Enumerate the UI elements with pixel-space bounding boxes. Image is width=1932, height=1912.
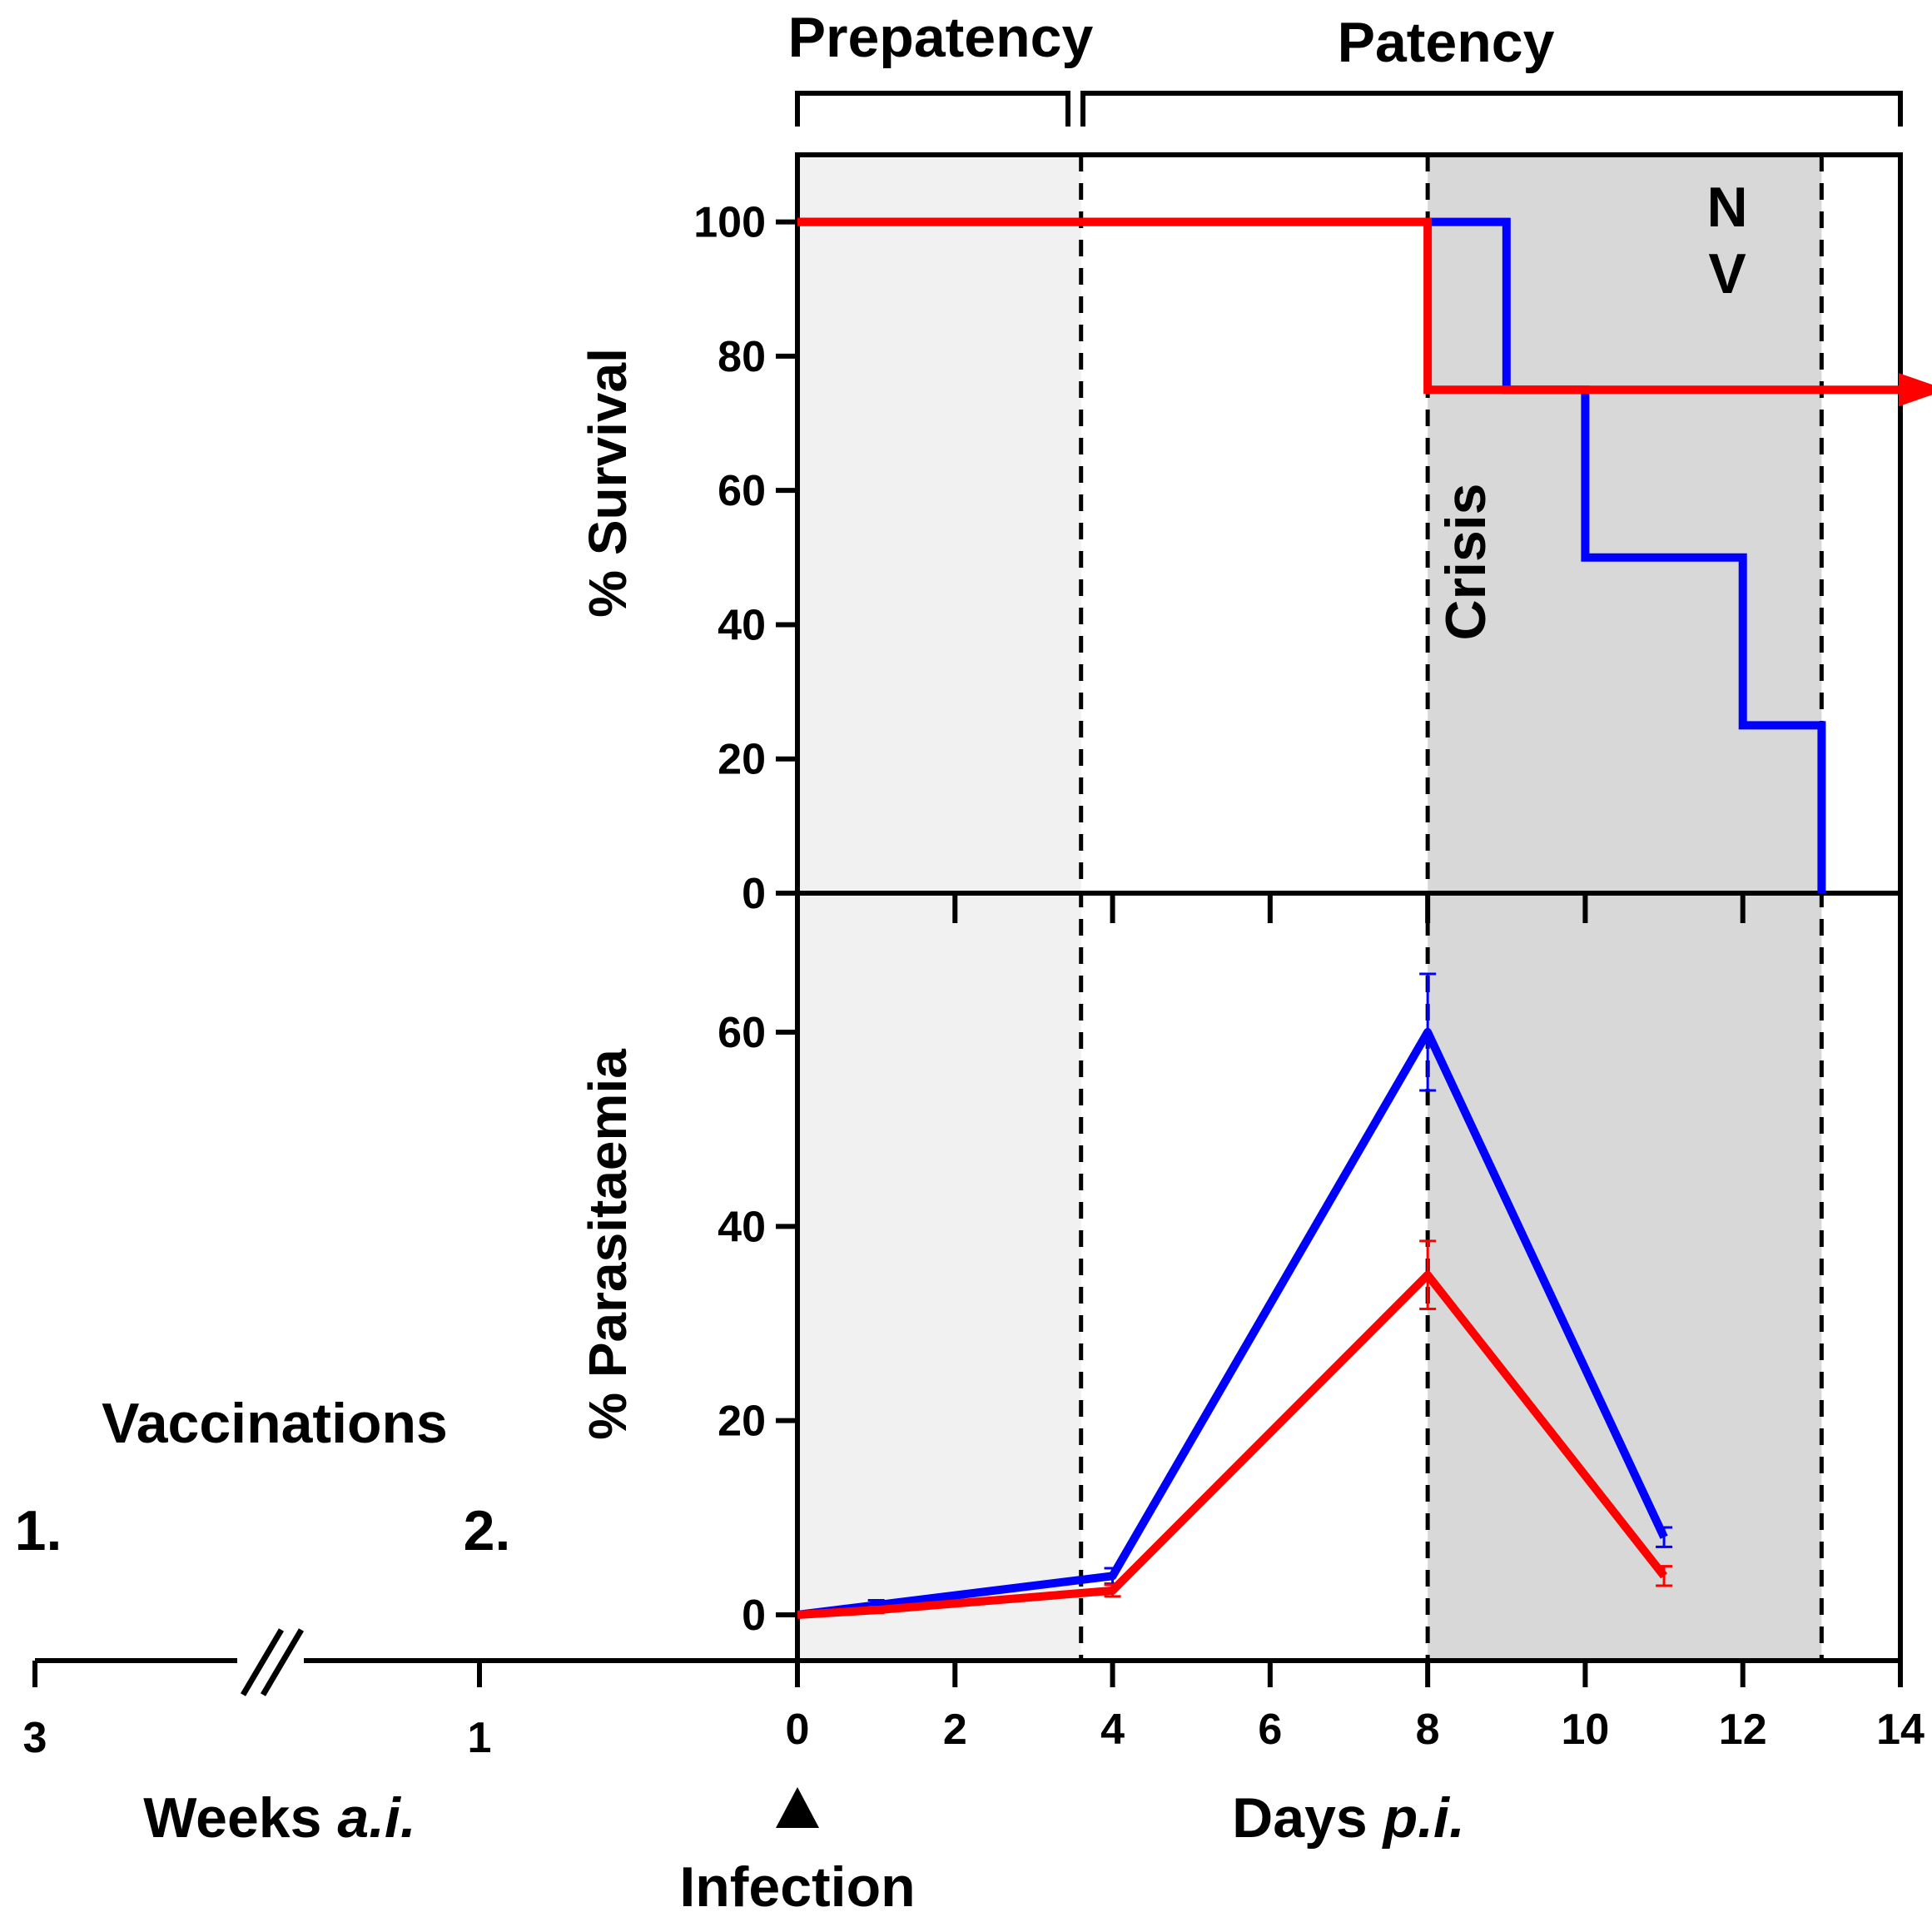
crisis-shade	[1428, 155, 1822, 1661]
days-axis-label: Days p.i.	[1232, 1786, 1465, 1850]
survival-line-n	[797, 217, 1826, 893]
survival-y-tick-label: 100	[693, 199, 766, 247]
axis-tick-labels: 0 20 40 60 80 100 0 20 40 60 0 2 4 6 8 10 12 14 3 1	[23, 199, 1925, 1762]
survival-y-tick-label: 60	[718, 467, 766, 515]
prepatency-shade	[797, 155, 1081, 1661]
x-axis-day-label: 6	[1258, 1706, 1282, 1754]
legend-label-n: N	[1706, 176, 1747, 239]
survival-plot-frame	[795, 152, 1903, 896]
prepatency-label: Prepatency	[788, 6, 1094, 69]
parasitaemia-y-tick-label: 60	[718, 1009, 766, 1057]
data-series	[797, 217, 1932, 1619]
x-axis-day-label: 0	[786, 1706, 810, 1754]
x-axis-day-label: 10	[1562, 1706, 1610, 1754]
vaccination-1-label: 1.	[15, 1499, 62, 1562]
infection-label: Infection	[679, 1855, 915, 1912]
axis-break-slash	[240, 1628, 285, 1696]
survival-line-v	[797, 217, 1932, 407]
patency-label: Patency	[1338, 11, 1555, 74]
legend-label-v: V	[1708, 242, 1746, 305]
patency-bracket	[1080, 91, 1903, 127]
survival-y-tick-label: 0	[742, 870, 766, 918]
survival-y-tick-label: 80	[718, 333, 766, 381]
x-axis-week-label: 3	[23, 1714, 47, 1762]
weeks-axis-label: Weeks a.i.	[143, 1786, 416, 1850]
axis-break-icon	[237, 1628, 305, 1696]
survival-y-tick-label: 20	[718, 736, 766, 784]
survival-y-axis-label: % Survival	[578, 348, 638, 618]
parasitaemia-y-tick-label: 0	[742, 1592, 766, 1640]
vaccinations-title: Vaccinations	[102, 1392, 448, 1455]
parasitaemia-y-tick-label: 20	[718, 1398, 766, 1446]
x-axis-day-label: 4	[1100, 1706, 1125, 1754]
x-axis-week-label: 1	[468, 1714, 492, 1762]
vaccination-2-label: 2.	[464, 1499, 511, 1562]
prepatency-bracket	[795, 91, 1070, 127]
x-axis-day-label: 2	[943, 1706, 967, 1754]
infection-arrow-icon	[776, 1787, 819, 1828]
crisis-label: Crisis	[1434, 484, 1497, 641]
parasitaemia-series-v	[797, 1239, 1673, 1619]
x-axis-day-label: 12	[1719, 1706, 1767, 1754]
x-axis-day-label: 8	[1416, 1706, 1440, 1754]
x-axis-day-label: 14	[1876, 1706, 1925, 1754]
axis-ticks	[32, 219, 1903, 1687]
axis-break-slash	[260, 1628, 305, 1696]
parasitaemia-y-tick-label: 40	[718, 1203, 766, 1251]
survival-y-tick-label: 40	[718, 601, 766, 649]
parasitaemia-y-axis-label: % Parasitaemia	[578, 1049, 638, 1440]
